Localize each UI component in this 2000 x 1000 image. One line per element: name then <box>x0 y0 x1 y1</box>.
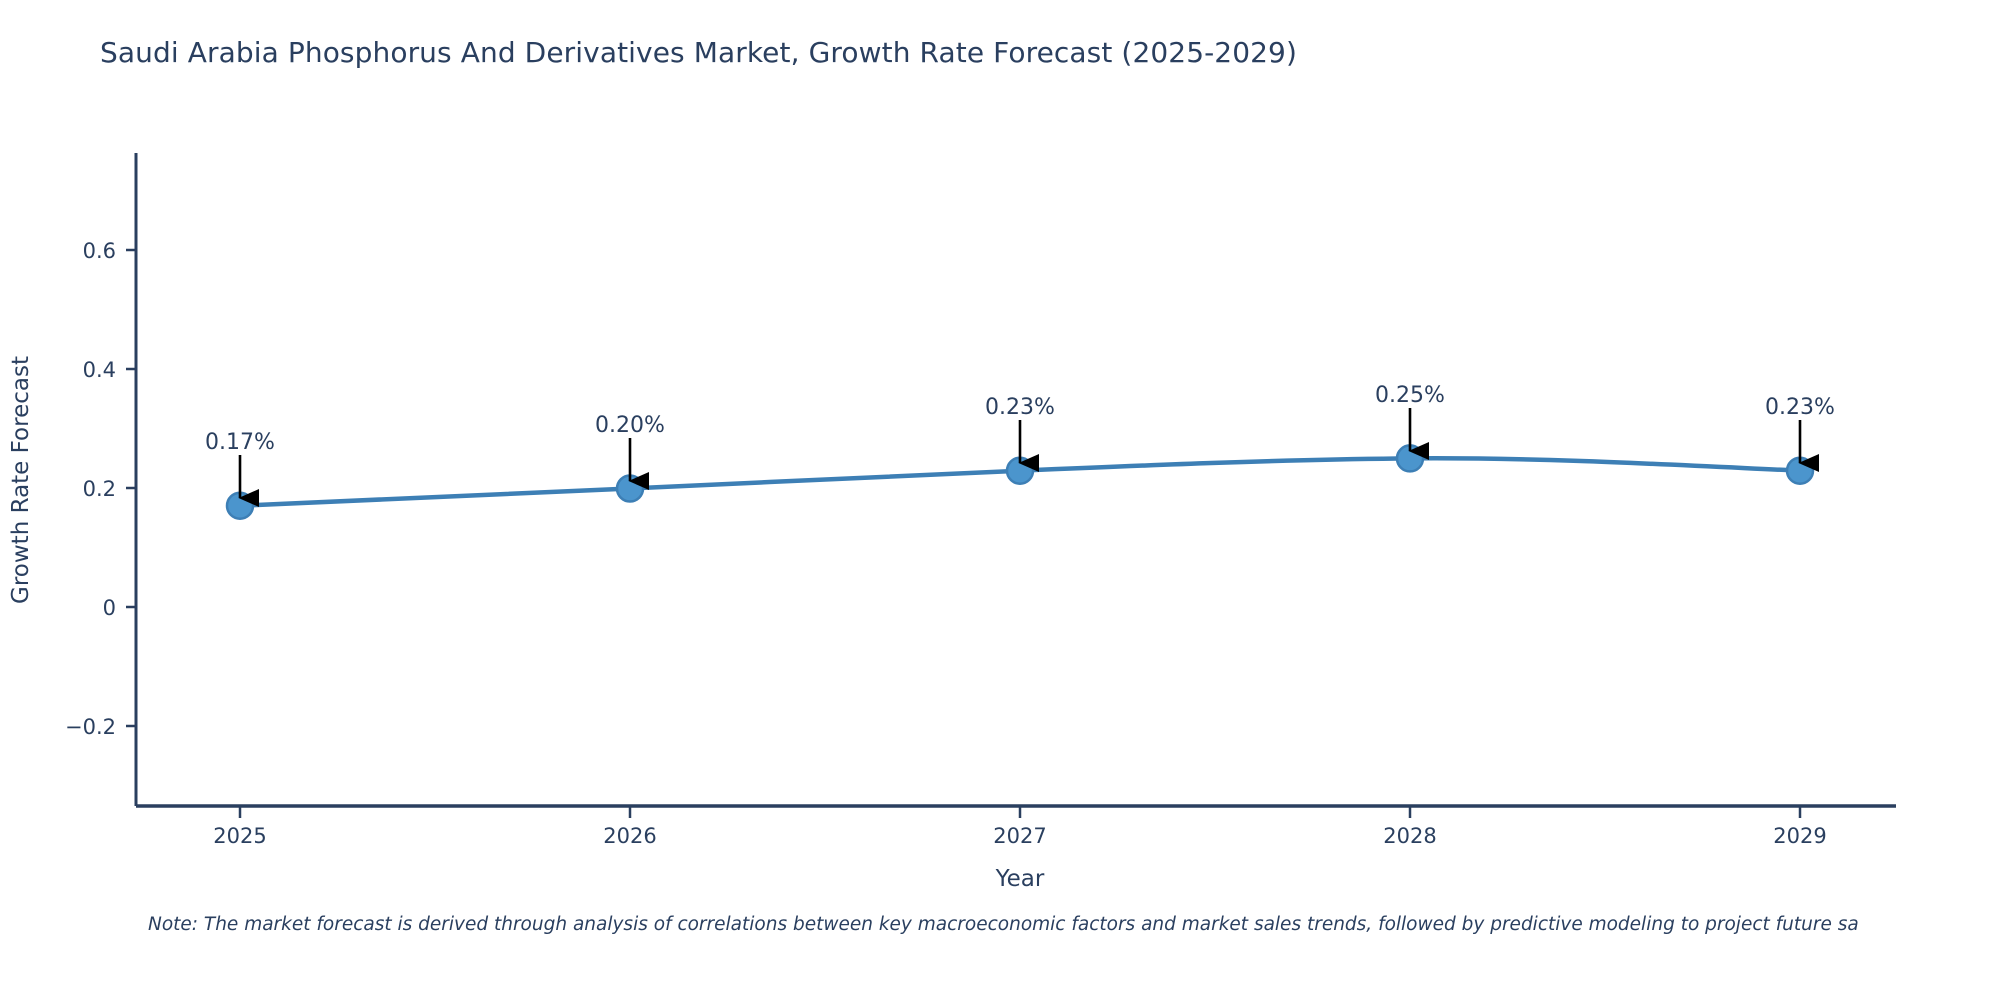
y-tick-label-2: 0.2 <box>83 477 116 501</box>
x-tick-label-2026: 2026 <box>603 824 656 848</box>
y-tick-label-0: 0.6 <box>83 239 116 263</box>
page-title: Saudi Arabia Phosphorus And Derivatives … <box>100 36 1297 69</box>
x-axis-title: Year <box>995 866 1045 892</box>
y-tick-label-3: 0 <box>103 596 116 620</box>
annotation-label-2027: 0.23% <box>985 395 1055 420</box>
annotation-label-2028: 0.25% <box>1375 383 1445 408</box>
x-tick-label-2029: 2029 <box>1773 824 1826 848</box>
x-axis-ticks <box>238 806 1802 818</box>
y-axis-ticks <box>126 248 136 728</box>
annotation-label-2026: 0.20% <box>595 413 665 438</box>
annotation-arrows <box>238 408 1820 508</box>
y-tick-label-4: −0.2 <box>65 715 116 739</box>
y-axis-title: Growth Rate Forecast <box>8 356 34 604</box>
y-tick-label-1: 0.4 <box>83 358 116 382</box>
chart-footnote: Note: The market forecast is derived thr… <box>148 914 1859 935</box>
x-tick-label-2027: 2027 <box>993 824 1046 848</box>
x-tick-label-2028: 2028 <box>1383 824 1436 848</box>
annotation-label-2025: 0.17% <box>205 430 275 455</box>
annotation-label-2029: 0.23% <box>1765 395 1835 420</box>
x-tick-label-2025: 2025 <box>213 824 266 848</box>
